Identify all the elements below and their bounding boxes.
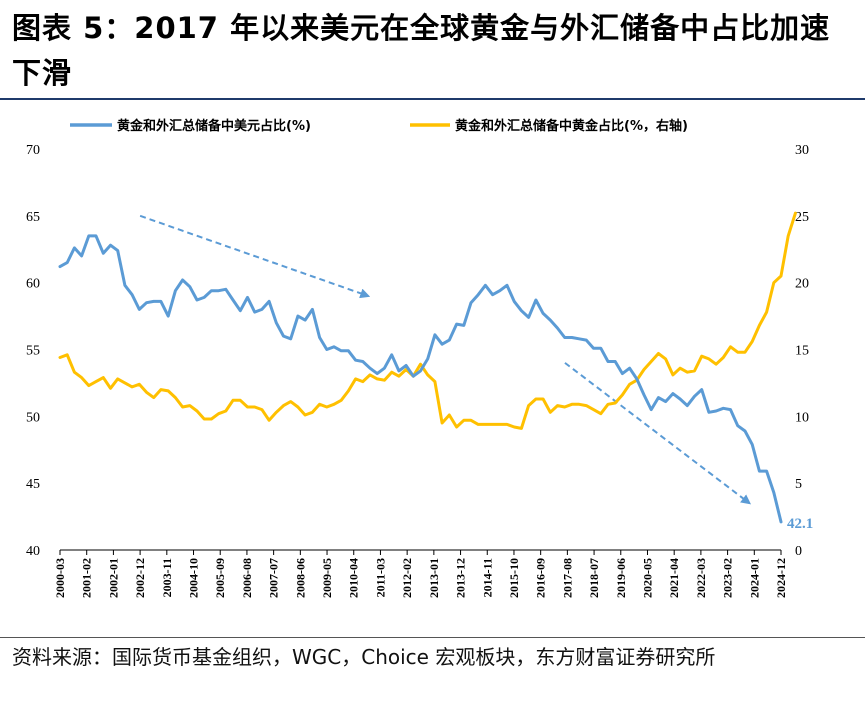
x-tick-label: 2000-03 bbox=[53, 558, 67, 598]
y-left-tick-label: 60 bbox=[26, 277, 40, 292]
x-tick-label: 2022-03 bbox=[694, 558, 708, 598]
trend-arrow-1 bbox=[139, 214, 371, 299]
y-left-tick-label: 50 bbox=[26, 410, 40, 425]
x-tick-label: 2019-06 bbox=[614, 558, 628, 598]
x-tick-label: 2005-09 bbox=[213, 558, 227, 598]
axes: 40 45 50 55 60 65 70 0 5 10 15 20 25 30 2000-03 2001-02… bbox=[26, 143, 809, 598]
title-divider bbox=[0, 98, 865, 100]
x-tick-label: 2006-08 bbox=[240, 558, 254, 598]
y-left-tick-label: 70 bbox=[26, 143, 40, 158]
x-tick-label: 2024-12 bbox=[774, 558, 788, 598]
x-tick-label: 2007-07 bbox=[267, 558, 281, 598]
legend: 黄金和外汇总储备中美元占比(%) 黄金和外汇总储备中黄金占比(%，右轴) bbox=[70, 118, 688, 134]
series-line-gold-share bbox=[58, 211, 797, 430]
x-tick-label: 2013-01 bbox=[427, 558, 441, 598]
y-right-tick-label: 15 bbox=[795, 344, 809, 359]
legend-label-usd: 黄金和外汇总储备中美元占比(%) bbox=[117, 118, 311, 134]
x-tick-label: 2015-10 bbox=[507, 558, 521, 598]
x-tick-label: 2009-05 bbox=[320, 558, 334, 598]
x-tick-label: 2016-09 bbox=[534, 558, 548, 598]
source-divider bbox=[0, 637, 865, 638]
trend-arrow-2 bbox=[564, 362, 752, 505]
y-right-tick-label: 20 bbox=[795, 277, 809, 292]
x-tick-label: 2018-07 bbox=[587, 558, 601, 598]
y-left-tick-label: 55 bbox=[26, 344, 40, 359]
x-tick-label: 2021-04 bbox=[667, 558, 681, 598]
y-left-tick-label: 45 bbox=[26, 477, 40, 492]
x-tick-label: 2001-02 bbox=[80, 558, 94, 598]
x-tick-label: 2008-06 bbox=[293, 558, 307, 598]
y-right-tick-label: 5 bbox=[795, 477, 802, 492]
line-chart: 黄金和外汇总储备中美元占比(%) 黄金和外汇总储备中黄金占比(%，右轴) 404… bbox=[26, 118, 813, 598]
usd-end-value-label: 42.1 bbox=[787, 516, 813, 532]
trend-arrows bbox=[139, 214, 752, 505]
x-tick-label: 2011-03 bbox=[373, 558, 387, 597]
x-tick-label: 2014-11 bbox=[480, 558, 494, 597]
x-tick-label: 2012-02 bbox=[400, 558, 414, 598]
y-right-tick-label: 30 bbox=[795, 143, 809, 158]
y-right-tick-label: 25 bbox=[795, 210, 809, 225]
source-note: 资料来源：国际货币基金组织，WGC，Choice 宏观板块，东方财富证券研究所 bbox=[12, 645, 716, 669]
y-right-tick-label: 0 bbox=[795, 544, 802, 559]
x-tick-label: 2004-10 bbox=[187, 558, 201, 598]
series-lines: 42.1 bbox=[58, 211, 813, 532]
x-tick-label: 2002-12 bbox=[133, 558, 147, 598]
x-tick-label: 2024-01 bbox=[747, 558, 761, 598]
x-tick-label: 2013-12 bbox=[454, 558, 468, 598]
x-tick-label: 2020-05 bbox=[640, 558, 654, 598]
y-left-tick-label: 40 bbox=[26, 544, 40, 559]
series-line-usd-share bbox=[58, 234, 783, 524]
x-tick-label: 2010-04 bbox=[347, 558, 361, 598]
x-tick-label: 2002-01 bbox=[106, 558, 120, 598]
y-right-tick-label: 10 bbox=[795, 410, 809, 425]
x-tick-label: 2023-02 bbox=[721, 558, 735, 598]
x-tick-label: 2003-11 bbox=[160, 558, 174, 597]
y-left-tick-label: 65 bbox=[26, 210, 40, 225]
x-tick-label: 2017-08 bbox=[560, 558, 574, 598]
legend-label-gold: 黄金和外汇总储备中黄金占比(%，右轴) bbox=[455, 118, 688, 134]
chart-title: 图表 5：2017 年以来美元在全球黄金与外汇储备中占比加速下滑 bbox=[12, 11, 831, 90]
